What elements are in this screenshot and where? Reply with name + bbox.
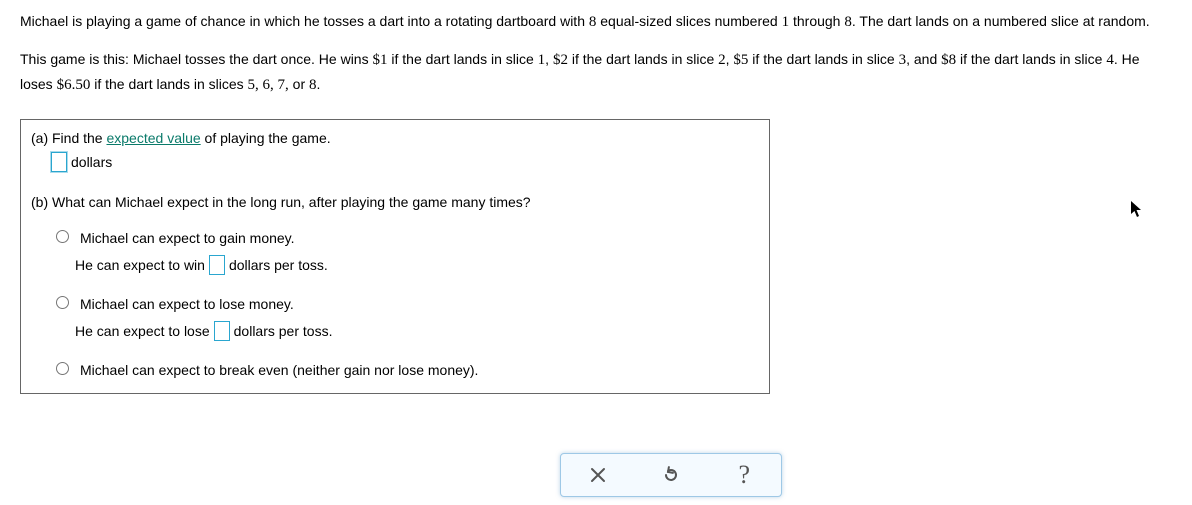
amount: $5 (733, 52, 748, 68)
text: Michael is playing a game of chance in w… (20, 13, 589, 29)
option-lose-label: Michael can expect to lose money. (80, 294, 294, 315)
option-even: Michael can expect to break even (neithe… (31, 360, 759, 381)
text: . The dart lands on a numbered slice at … (852, 13, 1150, 29)
num: 8 (309, 77, 317, 93)
close-icon (590, 467, 606, 483)
text: dollars per toss. (234, 321, 333, 342)
question-mark-icon: ? (739, 462, 751, 488)
gain-amount-input[interactable] (209, 255, 225, 275)
answer-toolbar: ? (560, 453, 782, 497)
question-box: (a) Find the expected value of playing t… (20, 119, 770, 394)
text: if the dart lands in slice (748, 51, 898, 67)
part-a: (a) Find the expected value of playing t… (31, 130, 759, 172)
text: or (289, 76, 309, 92)
num: 2 (718, 52, 726, 68)
num: 4 (1106, 52, 1114, 68)
option-lose-sub: He can expect to lose dollars per toss. (75, 321, 759, 342)
part-b: (b) What can Michael expect in the long … (31, 194, 759, 381)
text: . (317, 76, 321, 92)
option-even-row[interactable]: Michael can expect to break even (neithe… (51, 360, 759, 381)
option-gain-radio[interactable] (56, 230, 69, 243)
problem-para-2: This game is this: Michael tosses the da… (20, 48, 1172, 99)
text: if the dart lands in slice (568, 51, 718, 67)
text: , and (906, 51, 941, 67)
text: equal-sized slices numbered (596, 13, 781, 29)
help-button[interactable]: ? (730, 461, 758, 489)
text: dollars per toss. (229, 255, 328, 276)
part-b-prompt: (b) What can Michael expect in the long … (31, 194, 759, 210)
option-lose: Michael can expect to lose money. He can… (31, 294, 759, 342)
part-a-answer-row: dollars (51, 152, 759, 172)
nums: 5, 6, 7, (248, 77, 289, 93)
option-gain-label: Michael can expect to gain money. (80, 228, 295, 249)
text: if the dart lands in slice (387, 51, 537, 67)
problem-para-1: Michael is playing a game of chance in w… (20, 10, 1172, 36)
text: , (545, 51, 553, 67)
text: He can expect to win (75, 255, 205, 276)
problem-statement: Michael is playing a game of chance in w… (20, 10, 1172, 99)
reset-button[interactable] (657, 461, 685, 489)
amount: $6.50 (57, 77, 91, 93)
text: of playing the game. (201, 130, 331, 146)
clear-button[interactable] (584, 461, 612, 489)
text: if the dart lands in slices (90, 76, 247, 92)
num: 3 (899, 52, 907, 68)
expected-value-link[interactable]: expected value (106, 130, 200, 146)
expected-value-input[interactable] (51, 152, 67, 172)
option-even-label: Michael can expect to break even (neithe… (80, 360, 478, 381)
unit-label: dollars (71, 154, 112, 170)
text: through (789, 13, 844, 29)
undo-icon (662, 466, 680, 484)
part-a-prompt: (a) Find the expected value of playing t… (31, 130, 759, 146)
amount: $1 (372, 52, 387, 68)
amount: $2 (553, 52, 568, 68)
amount: $8 (941, 52, 956, 68)
num: 8 (844, 14, 852, 30)
option-even-radio[interactable] (56, 362, 69, 375)
text: if the dart lands in slice (956, 51, 1106, 67)
option-lose-radio[interactable] (56, 296, 69, 309)
option-gain: Michael can expect to gain money. He can… (31, 228, 759, 276)
lose-amount-input[interactable] (214, 321, 230, 341)
option-gain-sub: He can expect to win dollars per toss. (75, 255, 759, 276)
text: (a) Find the (31, 130, 106, 146)
option-lose-row[interactable]: Michael can expect to lose money. (51, 294, 759, 315)
text: This game is this: Michael tosses the da… (20, 51, 372, 67)
num: 1 (782, 14, 790, 30)
option-gain-row[interactable]: Michael can expect to gain money. (51, 228, 759, 249)
text: He can expect to lose (75, 321, 210, 342)
